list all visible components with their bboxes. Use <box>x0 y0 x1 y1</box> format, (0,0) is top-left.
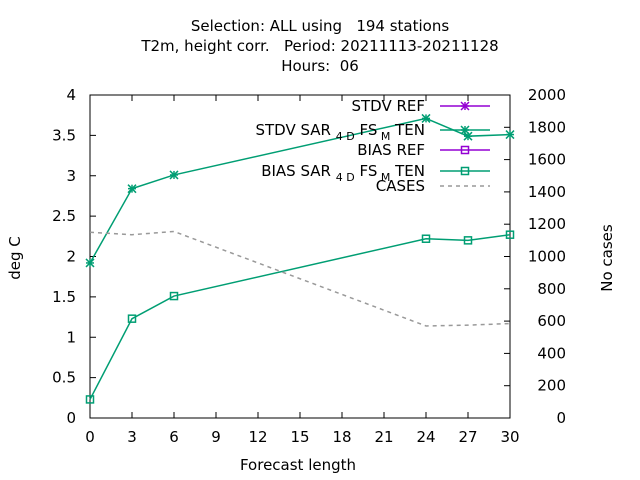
legend-label: BIAS SAR 4 D FS M TEN <box>261 162 425 184</box>
x-tick-label: 21 <box>374 428 393 446</box>
x-tick-label: 3 <box>127 428 137 446</box>
x-axis-label: Forecast length <box>240 456 356 474</box>
y2-tick-label: 400 <box>537 344 566 362</box>
y2-tick-label: 0 <box>556 409 566 427</box>
y2-axis-label: No cases <box>598 224 616 292</box>
legend-label: STDV SAR 4 D FS M TEN <box>255 121 425 143</box>
legend-label: CASES <box>376 177 425 195</box>
y-tick-label: 3.5 <box>52 126 76 144</box>
y2-tick-label: 1800 <box>528 118 566 136</box>
series-layer <box>85 113 515 404</box>
data-point <box>127 314 137 323</box>
data-point <box>127 184 137 194</box>
series-line-1 <box>89 117 511 264</box>
x-tick-label: 12 <box>248 428 267 446</box>
legend-marker <box>460 166 470 176</box>
y-tick-label: 1 <box>66 328 76 346</box>
y-tick-label: 4 <box>66 86 76 104</box>
legend-entry: STDV SAR 4 D FS M TEN <box>255 121 490 143</box>
axes: 0 3 6 9 12 15 18 21 24 27 30 0 0.5 1 1.5 2 2.5 3 3.5 4 0 200 4… <box>52 86 566 446</box>
y2-tick-label: 600 <box>537 312 566 330</box>
data-point <box>421 113 431 123</box>
y2-tick-label: 1400 <box>528 183 566 201</box>
y-tick-label: 3 <box>66 167 76 185</box>
data-point <box>169 170 179 180</box>
x-tick-label: 30 <box>500 428 519 446</box>
x-tick-label: 0 <box>85 428 95 446</box>
data-point <box>85 395 95 404</box>
series-line-4 <box>89 230 511 327</box>
x-tick-label: 9 <box>211 428 221 446</box>
legend-marker <box>460 145 470 155</box>
y2-tick-label: 200 <box>537 377 566 395</box>
y-tick-label: 2 <box>66 248 76 266</box>
data-point <box>421 234 431 243</box>
legend-marker <box>460 101 470 111</box>
chart-title-line-2: T2m, height corr. Period: 20211113-20211… <box>141 37 499 55</box>
y2-tick-label: 1600 <box>528 151 566 169</box>
legend-entry: STDV REF <box>351 97 490 115</box>
data-point <box>85 258 95 268</box>
legend-marker <box>460 125 470 135</box>
chart-title-line-3: Hours: 06 <box>281 57 359 75</box>
data-point <box>463 236 473 245</box>
data-point <box>169 291 179 301</box>
plot-frame <box>89 94 511 419</box>
legend-entry: BIAS REF <box>357 141 490 159</box>
y2-tick-label: 2000 <box>528 86 566 104</box>
legend-label: BIAS REF <box>357 141 425 159</box>
y-tick-label: 0.5 <box>52 369 76 387</box>
legend-label: STDV REF <box>351 97 425 115</box>
x-tick-label: 6 <box>169 428 179 446</box>
series-line-3 <box>89 233 511 400</box>
data-point <box>505 130 515 140</box>
data-point <box>505 230 515 239</box>
x-tick-label: 24 <box>416 428 435 446</box>
legend-entry: BIAS SAR 4 D FS M TEN <box>261 162 490 184</box>
x-tick-label: 18 <box>332 428 351 446</box>
chart-title-line-1: Selection: ALL using 194 stations <box>190 17 450 35</box>
legend-entry: CASES <box>376 177 490 195</box>
y-tick-label: 2.5 <box>52 207 76 225</box>
y2-tick-label: 1200 <box>528 215 566 233</box>
y-axis-label: deg C <box>6 236 24 280</box>
x-tick-label: 15 <box>290 428 309 446</box>
x-tick-label: 27 <box>458 428 477 446</box>
y2-tick-label: 800 <box>537 280 566 298</box>
y-tick-label: 1.5 <box>52 288 76 306</box>
y2-tick-label: 1000 <box>528 248 566 266</box>
y-tick-label: 0 <box>66 409 76 427</box>
